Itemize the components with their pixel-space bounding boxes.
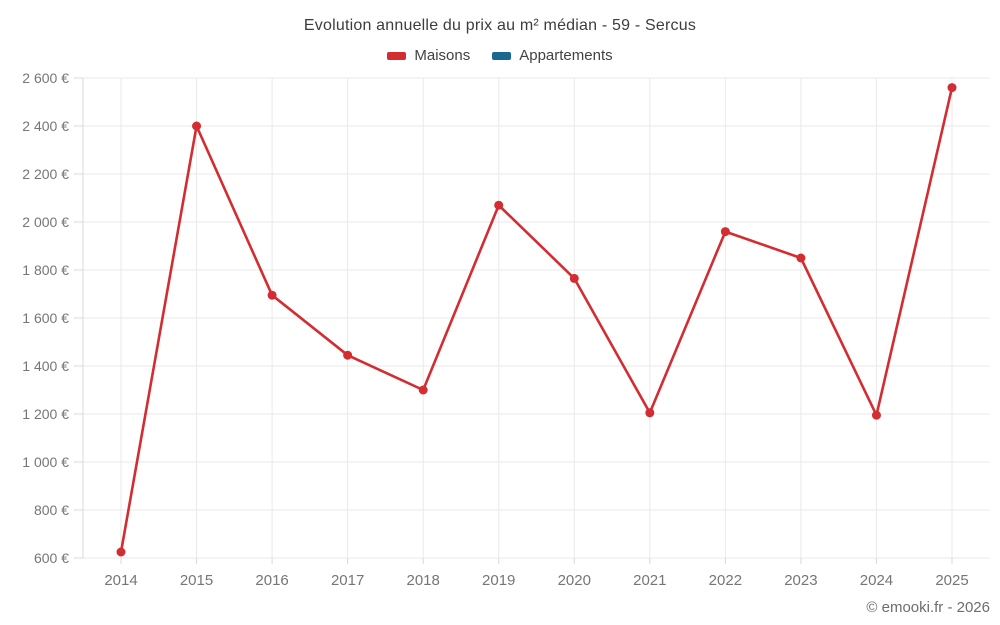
series-point-maisons[interactable] bbox=[796, 253, 806, 263]
y-tick-label: 800 € bbox=[34, 502, 69, 518]
x-tick-label: 2020 bbox=[558, 572, 591, 589]
series-point-maisons[interactable] bbox=[720, 227, 730, 237]
series-point-maisons[interactable] bbox=[494, 200, 504, 210]
x-tick-label: 2022 bbox=[709, 572, 742, 589]
x-tick-label: 2019 bbox=[482, 572, 515, 589]
y-tick-label: 1 200 € bbox=[22, 406, 69, 422]
maisons-swatch-icon bbox=[387, 51, 407, 60]
series-point-maisons[interactable] bbox=[569, 273, 579, 283]
y-tick-label: 2 600 € bbox=[22, 70, 69, 86]
series-point-maisons[interactable] bbox=[343, 350, 353, 360]
series-point-maisons[interactable] bbox=[871, 410, 881, 420]
x-tick-label: 2015 bbox=[180, 572, 213, 589]
x-tick-label: 2016 bbox=[255, 572, 288, 589]
x-tick-label: 2024 bbox=[860, 572, 893, 589]
legend-item-maisons[interactable]: Maisons bbox=[387, 47, 470, 64]
y-tick-label: 1 600 € bbox=[22, 310, 69, 326]
series-point-maisons[interactable] bbox=[192, 121, 202, 131]
attribution: © emooki.fr - 2026 bbox=[866, 599, 990, 616]
series-point-maisons[interactable] bbox=[267, 290, 277, 300]
x-tick-label: 2018 bbox=[406, 572, 439, 589]
x-tick-label: 2025 bbox=[935, 572, 968, 589]
series-point-maisons[interactable] bbox=[116, 547, 126, 557]
y-tick-label: 1 000 € bbox=[22, 454, 69, 470]
x-tick-label: 2021 bbox=[633, 572, 666, 589]
series-point-maisons[interactable] bbox=[645, 408, 655, 418]
chart-title: Evolution annuelle du prix au m² médian … bbox=[303, 17, 697, 34]
x-tick-label: 2023 bbox=[784, 572, 817, 589]
legend-label-appartements: Appartements bbox=[519, 47, 613, 64]
y-tick-label: 600 € bbox=[34, 550, 69, 566]
legend-item-appartements[interactable]: Appartements bbox=[492, 47, 613, 64]
x-tick-label: 2014 bbox=[104, 572, 137, 589]
x-tick-label: 2017 bbox=[331, 572, 364, 589]
y-tick-label: 2 000 € bbox=[22, 214, 69, 230]
legend-label-maisons: Maisons bbox=[414, 47, 471, 64]
chart-legend: Maisons Appartements bbox=[0, 47, 1000, 64]
appartements-swatch-icon bbox=[492, 51, 512, 60]
y-tick-label: 1 400 € bbox=[22, 358, 69, 374]
series-line-maisons bbox=[119, 86, 954, 554]
y-tick-label: 2 200 € bbox=[22, 166, 69, 182]
series-point-maisons[interactable] bbox=[947, 83, 957, 93]
series-point-maisons[interactable] bbox=[418, 385, 428, 395]
y-tick-label: 1 800 € bbox=[22, 262, 69, 278]
y-tick-label: 2 400 € bbox=[22, 118, 69, 134]
